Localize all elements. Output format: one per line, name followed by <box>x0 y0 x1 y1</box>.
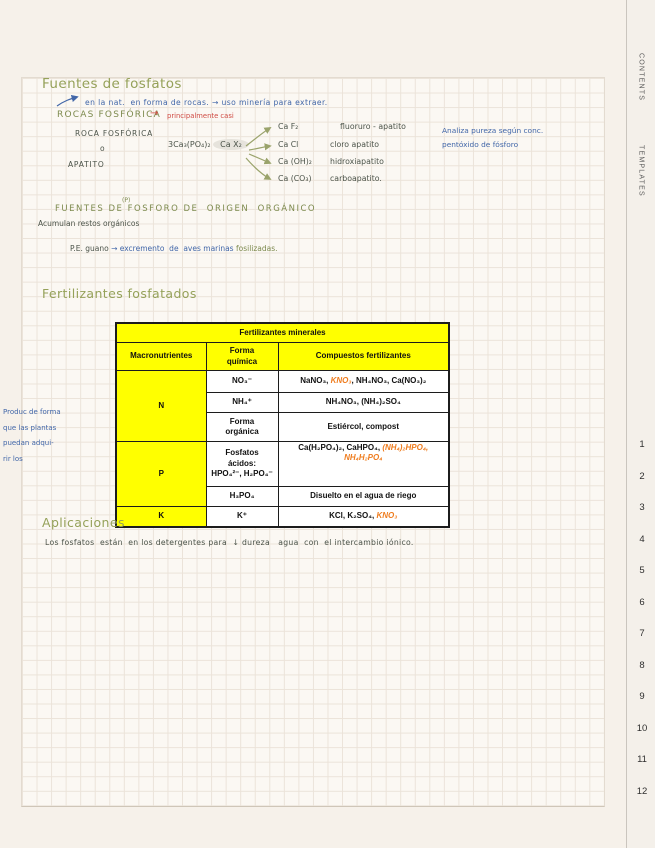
annotation-nature-line: en la nat. en forma de rocas. → uso mine… <box>85 98 328 107</box>
page-number-item[interactable]: 8 <box>639 660 645 671</box>
tab-templates[interactable]: TEMPLATES <box>627 136 655 206</box>
sidebar <box>627 0 655 848</box>
note-title-fertilizantes: Fertilizantes fosfatados <box>42 286 197 301</box>
tab-contents[interactable]: CONTENTS <box>627 44 655 110</box>
page-number-item[interactable]: 12 <box>636 786 648 797</box>
product-row: Ca (OH)₂ hidroxiapatito <box>278 157 384 167</box>
cell-compuestos: NaNO₃, KNO₃, NH₄NO₃, Ca(NO₃)₂ <box>277 370 450 393</box>
cell-macro-n: N <box>115 370 207 442</box>
page-number-item[interactable]: 6 <box>639 597 645 608</box>
guano-fosilizadas: fosilizadas. <box>235 244 278 253</box>
cell-forma: Fosfatos ácidos: HPO₄²⁻, H₂PO₄⁻ <box>205 441 279 487</box>
cell-forma: H₃PO₄ <box>205 486 279 507</box>
guano-example: P.E. guano <box>70 244 112 253</box>
cell-forma: K⁺ <box>205 506 279 528</box>
page-number-item[interactable]: 10 <box>636 723 648 734</box>
cell-compuestos: Ca(H₂PO₄)₂, CaHPO₄, (NH₄)₂HPO₄, NH₄H₂PO₄ <box>277 441 450 487</box>
reaction-arrows-graphic <box>245 127 272 180</box>
formula-base: 3Ca₃(PO₄)₂ <box>168 140 214 149</box>
page-number-item[interactable]: 7 <box>639 628 645 639</box>
cell-compuestos: Estiércol, compost <box>277 412 450 442</box>
product-formula: Ca (CO₃) <box>278 174 312 183</box>
heading-rocas-fosforica: ROCAS FOSFÓRICA <box>57 110 161 120</box>
column-header-compuestos: Compuestos fertilizantes <box>277 342 450 371</box>
guano-definition: → excremento de aves marinas <box>111 244 236 253</box>
page-number-item[interactable]: 1 <box>639 439 645 450</box>
product-formula: Ca (OH)₂ <box>278 157 312 166</box>
compound-text: Ca(H₂PO₄)₂, CaHPO₄, <box>298 443 383 452</box>
compound-text-orange: KNO₃ <box>330 376 352 386</box>
page-number-item[interactable]: 3 <box>639 502 645 513</box>
product-row: Ca (CO₃) carboapatito. <box>278 174 382 184</box>
compound-text-orange: (NH₄)₂HPO₄, NH₄H₂PO₄ <box>344 443 429 463</box>
arrow-up-right-icon <box>56 95 79 107</box>
cell-compuestos: NH₄NO₃, (NH₄)₂SO₄ <box>277 392 450 413</box>
heading-organic: FUENTES DE FOSFORO DE ORIGEN ORGÁNICO <box>55 204 317 214</box>
column-header-forma-quimica: Forma química <box>205 342 279 371</box>
label-roca-fosforica: ROCA FOSFÓRICA <box>75 129 154 138</box>
page-number-item[interactable]: 11 <box>637 754 647 765</box>
column-header-macronutrientes: Macronutrientes <box>115 342 207 371</box>
table-caption: Fertilizantes minerales <box>115 322 450 343</box>
note-acumulan: Acumulan restos orgánicos <box>38 219 140 228</box>
annotation-purity-line2: pentóxido de fósforo <box>442 140 519 149</box>
heading-organic-sup: (P) <box>122 197 131 204</box>
sidebar-divider <box>626 0 627 848</box>
cell-forma: Forma orgánica <box>205 412 279 442</box>
note-principalmente: principalmente casi <box>167 112 234 120</box>
product-name: fluoruro - apatito <box>340 122 406 131</box>
product-name: hidroxiapatito <box>330 157 384 166</box>
cell-forma: NO₃⁻ <box>205 370 279 393</box>
tab-templates-label: TEMPLATES <box>637 145 645 197</box>
annotation-purity-line1: Analiza pureza según conc. <box>442 126 544 135</box>
compound-text: KCl, K₂SO₄, <box>329 511 377 521</box>
page-number-item[interactable]: 5 <box>639 565 645 576</box>
note-title-fuentes: Fuentes de fosfatos <box>42 76 182 92</box>
product-formula: Ca Cl <box>278 140 299 149</box>
annotation-side-note: Produc de forma que las plantas puedan a… <box>3 408 61 463</box>
formula-highlight: Ca X₂ <box>213 139 249 150</box>
product-row: Ca Cl cloro apatito <box>278 140 380 150</box>
table-row: P Fosfatos ácidos: HPO₄²⁻, H₂PO₄⁻ Ca(H₂P… <box>115 441 450 507</box>
table-row: K K⁺ KCl, K₂SO₄, KNO₃ <box>115 506 450 528</box>
cell-macro-p: P <box>115 441 207 507</box>
page-number-item[interactable]: 2 <box>639 471 645 482</box>
product-name: carboapatito. <box>330 174 382 183</box>
fertilizer-table: Fertilizantes minerales Macronutrientes … <box>115 322 451 528</box>
page-number-item[interactable]: 9 <box>639 691 645 702</box>
table-row: N NO₃⁻ NaNO₃, KNO₃, NH₄NO₃, Ca(NO₃)₂ <box>115 370 450 442</box>
table-row: H₃PO₄ Disuelto en el agua de riego <box>116 486 450 507</box>
note-guano: P.E. guano → excremento de aves marinas … <box>70 244 278 254</box>
cell-compuestos: Disuelto en el agua de riego <box>277 486 450 507</box>
compound-text: , NH₄NO₃, Ca(NO₃)₂ <box>351 376 427 386</box>
page-number-item[interactable]: 4 <box>639 534 645 545</box>
note-aplicaciones-body: Los fosfatos están en los detergentes pa… <box>45 538 414 547</box>
product-name: cloro apatito <box>330 140 380 149</box>
compound-text-orange: KNO₃ <box>376 511 398 521</box>
product-formula: Ca F₂ <box>278 122 299 131</box>
product-row: Ca F₂ fluoruro - apatito <box>278 122 406 132</box>
label-apatito: APATITO <box>68 160 105 169</box>
arrow-right-icon: → <box>150 108 159 119</box>
cell-macro-k: K <box>115 506 207 528</box>
label-o: o <box>100 144 105 153</box>
compound-text: NaNO₃, <box>300 376 331 386</box>
cell-forma: NH₄⁺ <box>205 392 279 413</box>
note-title-aplicaciones: Aplicaciones <box>42 515 125 530</box>
cell-compuestos: KCl, K₂SO₄, KNO₃ <box>277 506 450 528</box>
formula-apatite: 3Ca₃(PO₄)₂ Ca X₂ <box>168 139 249 150</box>
tab-contents-label: CONTENTS <box>637 52 645 102</box>
